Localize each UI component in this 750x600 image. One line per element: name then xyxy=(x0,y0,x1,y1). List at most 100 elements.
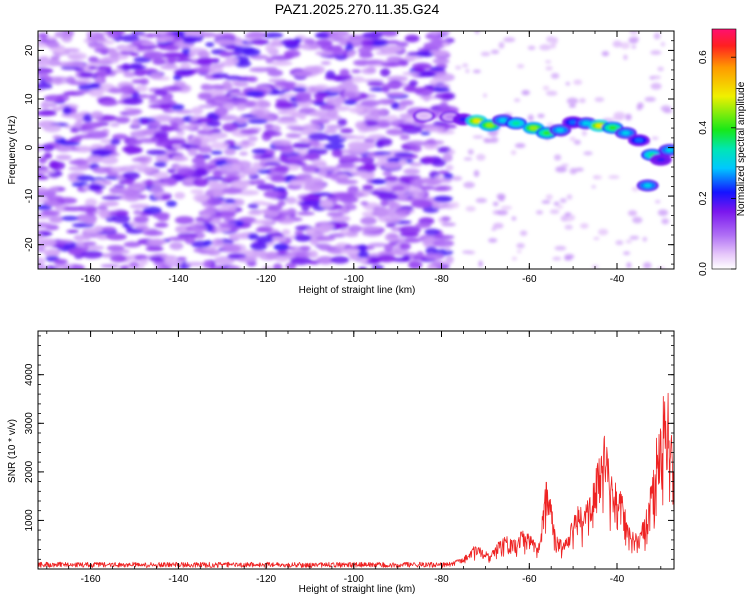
heatmap-fringe-blob xyxy=(554,245,567,251)
heatmap-noise-blob xyxy=(393,152,414,157)
heatmap-noise-blob xyxy=(276,118,298,124)
heatmap-fringe-blob xyxy=(566,97,579,105)
heatmap-noise-blob xyxy=(416,185,436,191)
heatmap-noise-blob xyxy=(100,155,119,165)
heatmap-noise-blob xyxy=(143,206,162,215)
heatmap-fringe-blob xyxy=(455,65,462,70)
heatmap-noise-blob xyxy=(376,137,393,147)
heatmap-noise-blob xyxy=(303,38,315,45)
heatmap-noise-blob xyxy=(441,222,456,227)
colorbar: 0.0 0.2 0.4 0.6 Normalized spectral amplitu… xyxy=(698,28,747,276)
heatmap-noise-blob xyxy=(106,233,127,241)
heatmap-noise-blob xyxy=(239,151,249,156)
heatmap-noise-blob xyxy=(274,164,290,173)
heatmap-noise-blob xyxy=(213,95,230,102)
heatmap-fringe-blob xyxy=(655,200,661,204)
figure-title: PAZ1.2025.270.11.35.G24 xyxy=(275,1,440,17)
heatmap-noise-blob xyxy=(371,179,387,185)
heatmap-noise-blob xyxy=(404,34,420,43)
heatmap-noise-blob xyxy=(152,171,169,179)
heatmap-noise-blob xyxy=(249,67,271,73)
heatmap-noise-blob xyxy=(442,153,453,163)
heatmap-noise-blob xyxy=(38,245,46,253)
heatmap-fringe-blob xyxy=(570,214,575,221)
heatmap-noise-blob xyxy=(294,234,312,242)
snr-x-tick-label: -120 xyxy=(256,574,276,585)
heatmap-noise-blob xyxy=(99,100,119,107)
heatmap-noise-blob xyxy=(362,184,374,191)
heatmap-noise-blob xyxy=(345,43,354,52)
heatmap-fringe-blob xyxy=(442,259,453,265)
heatmap-fringe-blob xyxy=(475,198,487,203)
heatmap-noise-blob xyxy=(404,88,426,93)
heatmap-noise-blob xyxy=(205,42,215,47)
heatmap-noise-blob xyxy=(380,199,389,207)
heatmap-noise-blob xyxy=(406,190,426,198)
heatmap-noise-blob xyxy=(224,199,236,204)
heatmap-noise-blob xyxy=(148,99,170,105)
heatmap-noise-blob xyxy=(139,258,149,265)
heatmap-fringe-blob xyxy=(496,210,508,216)
heatmap-noise-blob xyxy=(66,229,79,234)
heatmap-noise-blob xyxy=(139,78,149,86)
heatmap-noise-blob xyxy=(380,68,391,77)
spectrogram-x-tick-label: -100 xyxy=(344,274,364,285)
heatmap-noise-blob xyxy=(334,192,355,199)
heatmap-noise-blob xyxy=(71,181,89,188)
heatmap-noise-blob xyxy=(355,121,367,130)
heatmap-noise-blob xyxy=(336,163,356,169)
heatmap-noise-blob xyxy=(362,31,384,39)
heatmap-noise-blob xyxy=(140,119,149,125)
heatmap-noise-blob xyxy=(119,165,136,172)
heatmap-noise-blob xyxy=(48,187,60,192)
heatmap-noise-blob xyxy=(120,34,140,42)
heatmap-ridge-core xyxy=(498,118,507,123)
heatmap-noise-blob xyxy=(173,124,195,131)
heatmap-noise-blob xyxy=(38,83,53,90)
heatmap-noise-blob xyxy=(358,225,381,232)
heatmap-noise-blob xyxy=(184,31,206,37)
heatmap-noise-blob xyxy=(278,154,288,163)
heatmap-noise-blob xyxy=(38,257,46,266)
colorbar-tick-label: 0.2 xyxy=(698,191,709,205)
heatmap-noise-blob xyxy=(214,210,236,219)
heatmap-fringe-blob xyxy=(653,32,661,40)
colorbar-tick-label: 0.4 xyxy=(698,120,709,134)
snr-x-tick-label: -40 xyxy=(610,574,625,585)
heatmap-noise-blob xyxy=(247,233,259,240)
heatmap-noise-blob xyxy=(83,232,91,241)
heatmap-noise-blob xyxy=(333,45,342,53)
heatmap-noise-blob xyxy=(382,161,402,169)
heatmap-fringe-blob xyxy=(537,113,545,118)
heatmap-noise-blob xyxy=(276,196,288,200)
heatmap-noise-blob xyxy=(310,238,319,246)
heatmap-fringe-blob xyxy=(593,237,600,240)
heatmap-noise-blob xyxy=(437,146,452,153)
heatmap-fringe-blob xyxy=(554,154,562,161)
heatmap-noise-blob xyxy=(285,133,302,139)
heatmap-noise-blob xyxy=(399,242,411,250)
heatmap-noise-blob xyxy=(88,65,97,70)
heatmap-fringe-blob xyxy=(539,44,552,51)
heatmap-fringe-blob xyxy=(581,130,587,137)
heatmap-noise-blob xyxy=(330,215,351,223)
heatmap-noise-blob xyxy=(441,216,451,222)
heatmap-noise-blob xyxy=(55,154,72,161)
heatmap-noise-blob xyxy=(108,47,118,57)
heatmap-fringe-blob xyxy=(473,170,480,177)
heatmap-noise-blob xyxy=(325,124,344,130)
heatmap-noise-blob xyxy=(112,133,128,140)
heatmap-noise-blob xyxy=(292,87,307,93)
heatmap-fringe-blob xyxy=(514,98,521,102)
heatmap-noise-blob xyxy=(170,31,188,35)
heatmap-fringe-blob xyxy=(565,82,570,86)
heatmap-noise-blob xyxy=(99,210,109,219)
heatmap-noise-blob xyxy=(46,80,68,85)
heatmap-fringe-blob xyxy=(612,40,622,48)
heatmap-noise-blob xyxy=(155,154,170,163)
heatmap-noise-blob xyxy=(149,186,164,194)
heatmap-noise-blob xyxy=(237,189,260,196)
heatmap-noise-blob xyxy=(432,186,449,192)
heatmap-fringe-blob xyxy=(594,97,605,102)
heatmap-noise-blob xyxy=(235,116,247,125)
